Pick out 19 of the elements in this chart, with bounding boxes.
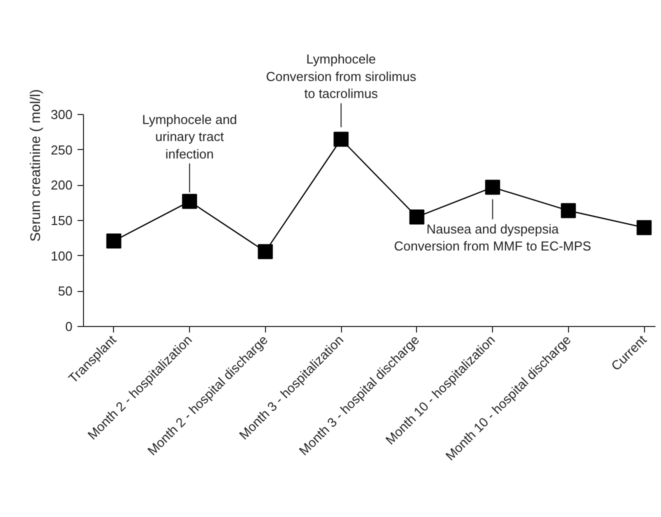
y-tick-label: 50 (58, 284, 73, 299)
point (636, 220, 652, 236)
y-tick-label: 200 (50, 178, 73, 193)
point (182, 194, 198, 209)
point (334, 132, 349, 147)
point (409, 209, 424, 224)
y-axis-title: Serum creatinine ( mol/l) (26, 89, 43, 242)
y-tick-label: 100 (50, 248, 73, 264)
y-tick-label: 0 (65, 319, 73, 334)
y-tick-label: 150 (50, 213, 73, 228)
y-tick-label: 250 (50, 142, 73, 158)
annotation: Lymphocele Conversion from sirolimus to tacrolimus (266, 52, 417, 102)
y-tick-label: 300 (50, 107, 73, 122)
point (485, 180, 500, 195)
point (258, 244, 273, 260)
annotation: Nausea and dyspepsia Conversion from MMF to EC-MPS (394, 221, 592, 254)
annotation: Lymphocele and urinary tract infection (142, 112, 238, 162)
point (106, 233, 122, 248)
point (560, 203, 576, 218)
